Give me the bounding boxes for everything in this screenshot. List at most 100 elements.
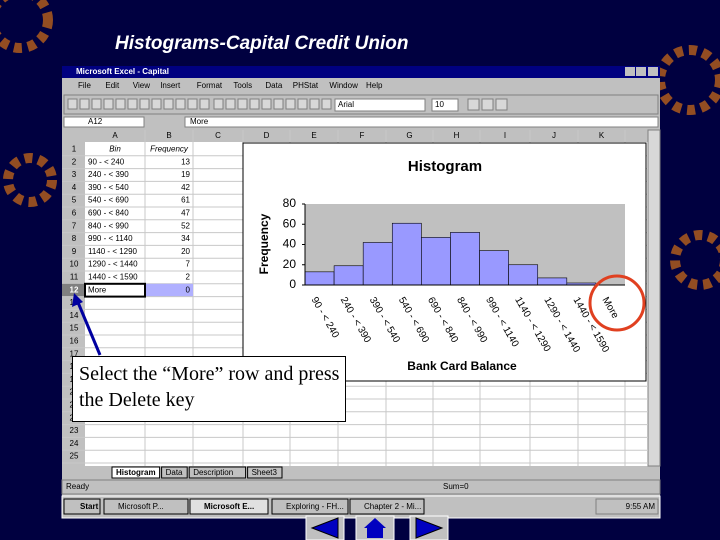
window-title: Microsoft Excel - Capital: [76, 67, 169, 76]
sheet-tab[interactable]: [188, 466, 247, 479]
toolbar-button[interactable]: [115, 98, 126, 110]
row-header: 17: [70, 349, 79, 358]
format-button[interactable]: [467, 98, 480, 111]
y-tick-label: 20: [283, 257, 297, 271]
toolbar-button[interactable]: [91, 98, 102, 110]
bar[interactable]: [421, 237, 451, 286]
toolbar-button[interactable]: [273, 98, 284, 110]
toolbar-button[interactable]: [213, 98, 224, 110]
row-header: 12: [70, 285, 79, 294]
name-box[interactable]: [63, 116, 145, 128]
start-label[interactable]: Start: [80, 502, 99, 511]
column-header-bar: [62, 130, 648, 142]
toolbar-button[interactable]: [187, 98, 198, 110]
menu-item[interactable]: View: [133, 81, 150, 90]
task-button[interactable]: [349, 498, 425, 515]
menu-item[interactable]: Insert: [160, 81, 181, 90]
menu-item[interactable]: Edit: [105, 81, 120, 90]
sheet-tab[interactable]: [161, 466, 188, 479]
menu-item[interactable]: Format: [197, 81, 223, 90]
frequency-cell: 0: [186, 285, 191, 294]
toolbar-button[interactable]: [163, 98, 174, 110]
nav-buttons[interactable]: [305, 515, 449, 540]
selected-cell: [145, 283, 193, 297]
toolbar-button[interactable]: [321, 98, 332, 110]
toolbar-button[interactable]: [151, 98, 162, 110]
toolbar-button[interactable]: [285, 98, 296, 110]
bar[interactable]: [450, 232, 480, 286]
start-button[interactable]: [63, 498, 101, 515]
row-header: 25: [70, 452, 79, 461]
frequency-cell: 7: [186, 260, 191, 269]
column-header: F: [360, 131, 365, 140]
row-header: 3: [72, 170, 77, 179]
toolbar-button[interactable]: [249, 98, 260, 110]
sheet-tab-label[interactable]: Histogram: [116, 468, 156, 477]
frequency-cell: 20: [181, 247, 190, 256]
vertical-scrollbar[interactable]: [647, 129, 661, 467]
tray: [595, 498, 659, 515]
task-label[interactable]: Microsoft P...: [118, 502, 164, 511]
bar[interactable]: [537, 277, 568, 286]
bar[interactable]: [304, 271, 335, 286]
toolbar-button[interactable]: [139, 98, 150, 110]
row-header: 4: [72, 183, 77, 192]
sheet-tab-label[interactable]: Sheet3: [252, 468, 278, 477]
toolbar-button[interactable]: [79, 98, 90, 110]
sheet-tab-label[interactable]: Description: [193, 468, 233, 477]
toolbar-button[interactable]: [103, 98, 114, 110]
bin-cell: 240 - < 390: [88, 170, 129, 179]
sheet-tab[interactable]: [111, 466, 161, 479]
font-size-box[interactable]: [431, 98, 459, 112]
task-label[interactable]: Chapter 2 - Mi...: [364, 502, 421, 511]
task-button[interactable]: [103, 498, 189, 515]
toolbar-button[interactable]: [67, 98, 78, 110]
menu-item[interactable]: Data: [265, 81, 282, 90]
sheet-tab-label[interactable]: Data: [166, 468, 183, 477]
window-buttons[interactable]: [625, 67, 658, 76]
task-label[interactable]: Microsoft E...: [204, 502, 254, 511]
menu-item[interactable]: Window: [329, 81, 358, 90]
sheet-tab[interactable]: [247, 466, 283, 479]
bar[interactable]: [479, 250, 509, 286]
slide-title: Histograms-Capital Credit Union: [115, 33, 408, 54]
task-button[interactable]: [189, 498, 269, 515]
toolbar-button[interactable]: [127, 98, 138, 110]
row-header: 9: [72, 247, 77, 256]
menu-item[interactable]: Help: [366, 81, 383, 90]
font-box[interactable]: [334, 98, 426, 112]
bin-cell: More: [88, 285, 107, 294]
column-header: K: [599, 131, 605, 140]
toolbar-button[interactable]: [199, 98, 210, 110]
task-label[interactable]: Exploring - FH...: [286, 502, 344, 511]
menu-item[interactable]: PHStat: [293, 81, 319, 90]
font-name: Arial: [338, 100, 354, 109]
toolbar-button[interactable]: [225, 98, 236, 110]
formula-text: More: [190, 117, 209, 126]
bin-cell: 90 - < 240: [88, 157, 125, 166]
formula-input[interactable]: [184, 116, 659, 128]
toolbar-button[interactable]: [175, 98, 186, 110]
arrow-head: [72, 293, 83, 307]
bin-cell: 690 - < 840: [88, 209, 129, 218]
bar[interactable]: [508, 264, 539, 286]
status-sum: Sum=0: [443, 482, 469, 491]
row-header: 14: [70, 311, 79, 320]
menu-item[interactable]: Tools: [233, 81, 252, 90]
bin-cell: 540 - < 690: [88, 196, 129, 205]
format-button[interactable]: [481, 98, 494, 111]
toolbar-button[interactable]: [261, 98, 272, 110]
column-header: G: [406, 131, 412, 140]
format-button[interactable]: [495, 98, 508, 111]
toolbar-button[interactable]: [309, 98, 320, 110]
toolbar-button[interactable]: [237, 98, 248, 110]
toolbar-button[interactable]: [297, 98, 308, 110]
bar[interactable]: [391, 222, 422, 286]
bar[interactable]: [362, 242, 393, 286]
font-size: 10: [435, 100, 444, 109]
active-cell[interactable]: [84, 282, 146, 298]
bar[interactable]: [333, 265, 364, 286]
menu-item[interactable]: File: [78, 81, 91, 90]
column-header: J: [552, 131, 556, 140]
task-button[interactable]: [271, 498, 349, 515]
